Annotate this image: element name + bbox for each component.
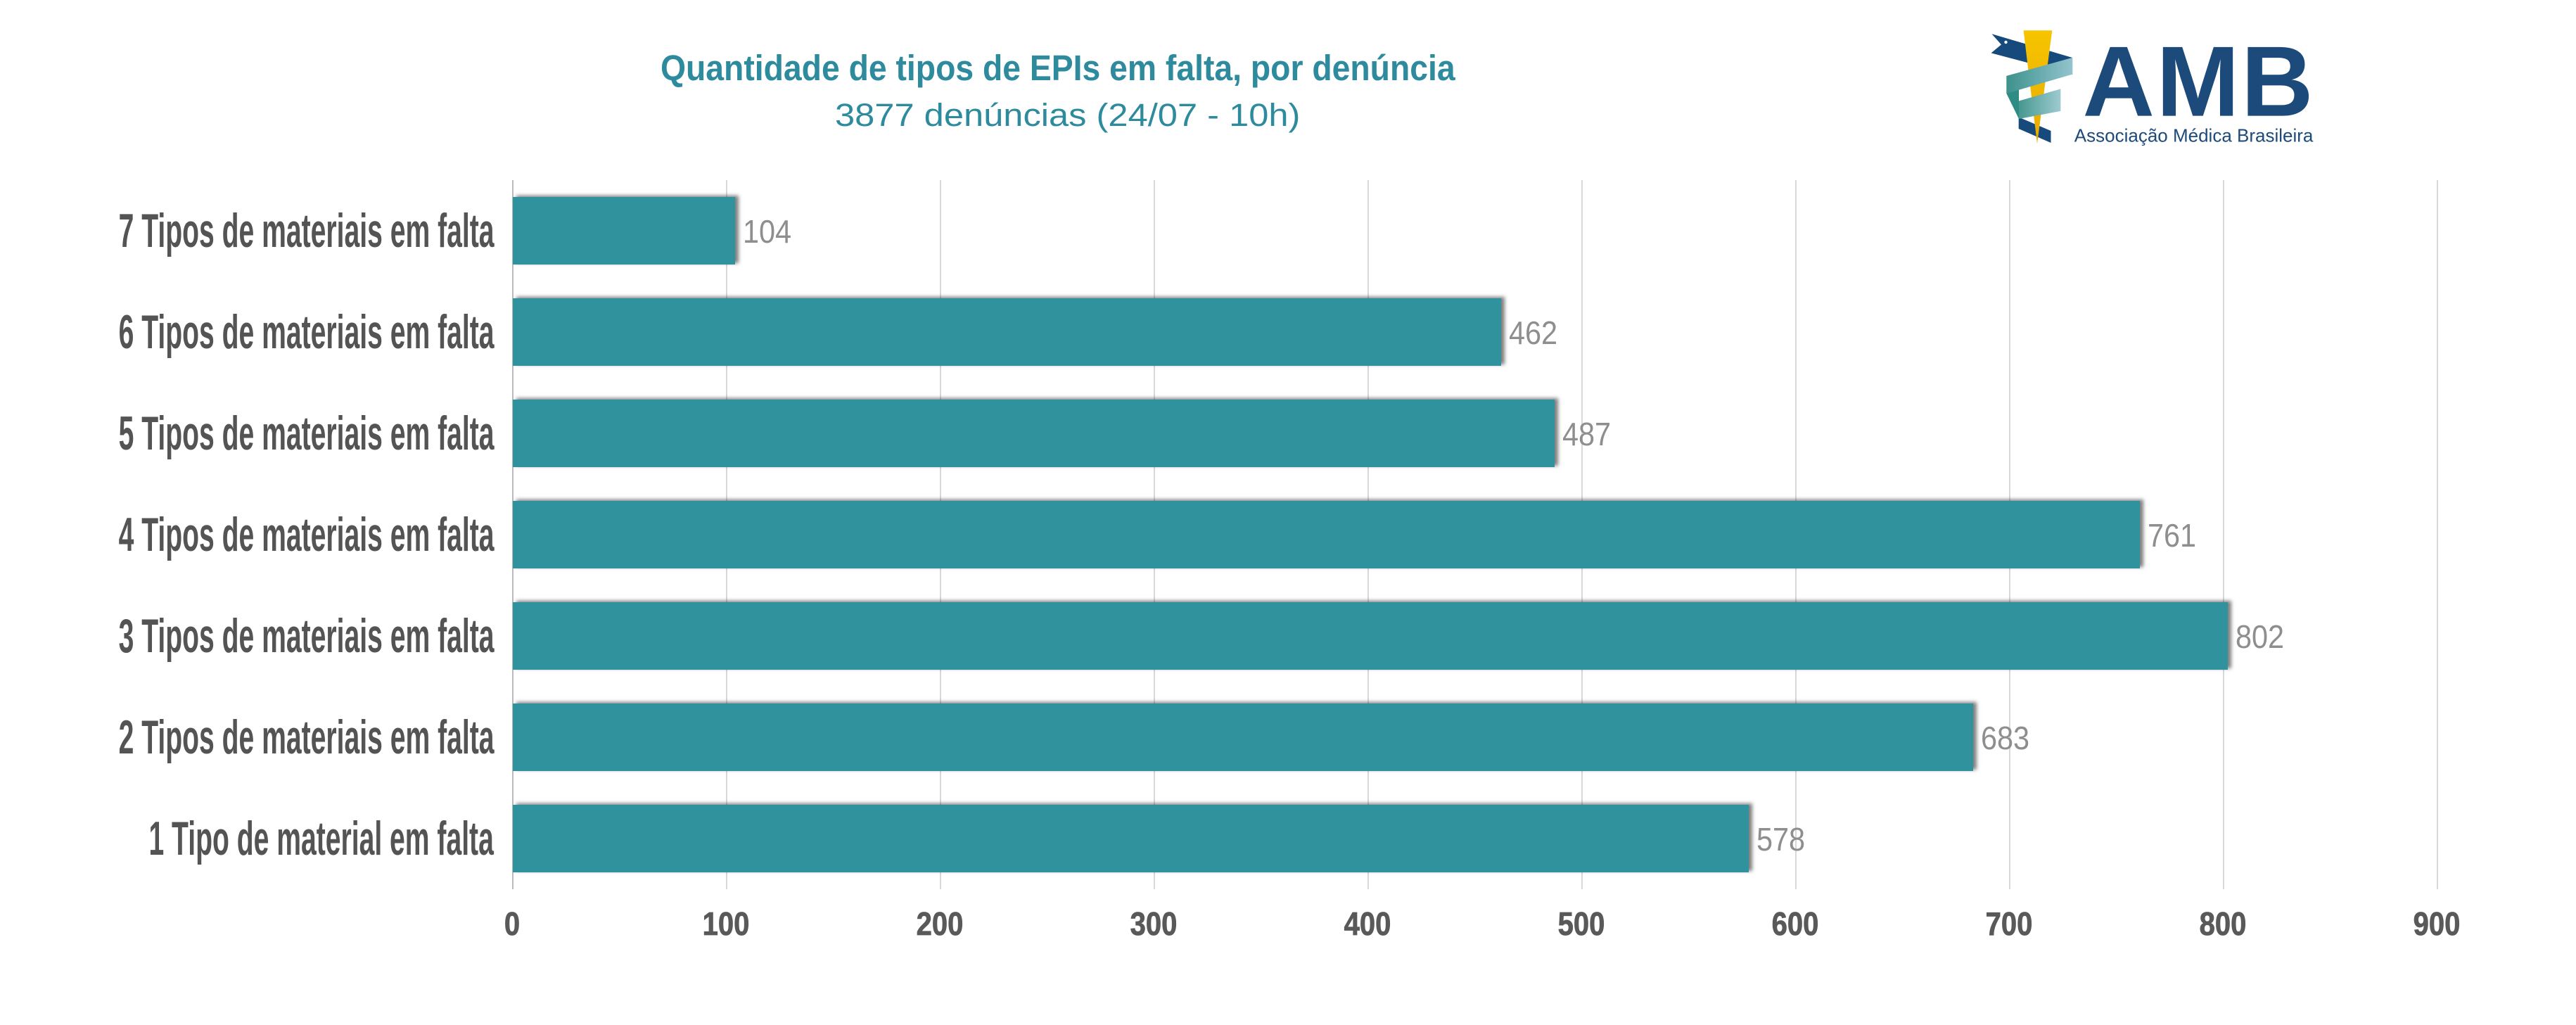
svg-text:Associação Médica Brasileira: Associação Médica Brasileira [2074,125,2314,146]
svg-text:AMB: AMB [2083,26,2315,138]
